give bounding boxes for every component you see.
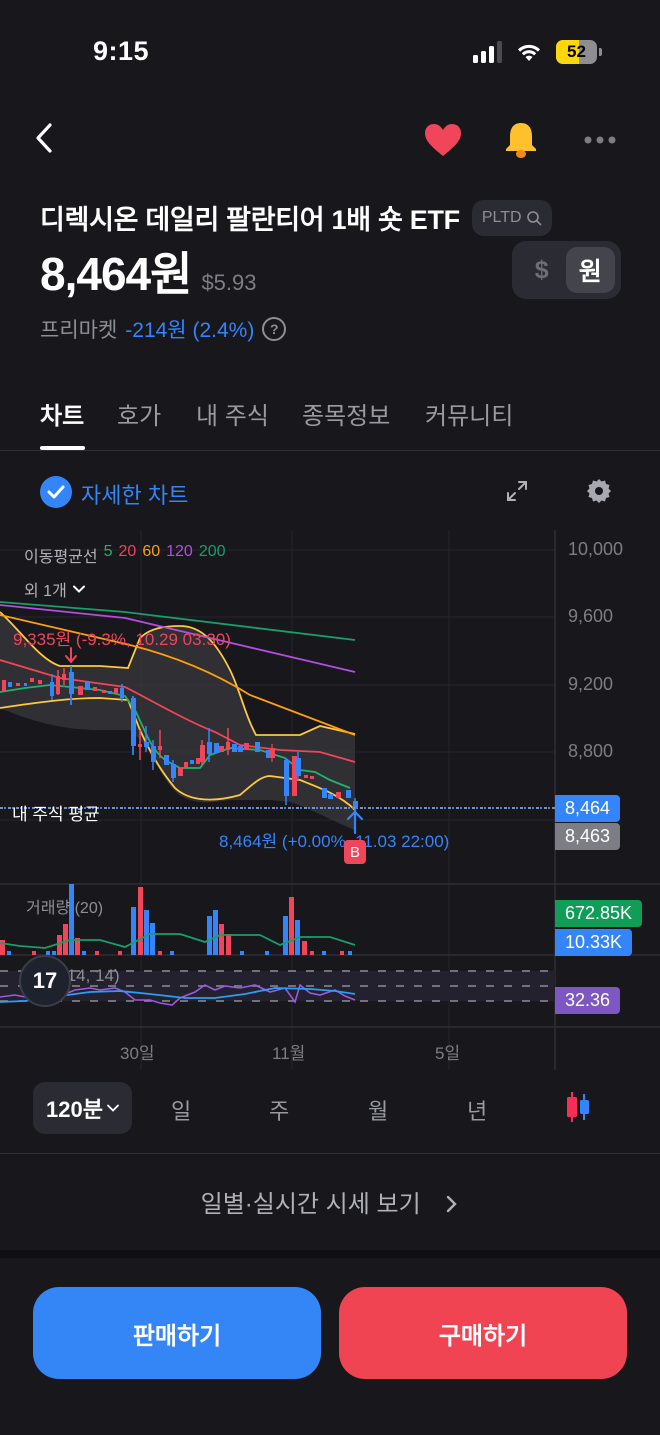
period-selector: 120분 일 주 월 년 [0, 1082, 660, 1154]
ticker-search-chip[interactable]: PLTD [471, 199, 552, 236]
battery-icon: 52 [556, 40, 597, 64]
ticker-symbol: PLTD [481, 208, 522, 226]
y-tick: 9,600 [568, 606, 614, 626]
period-day[interactable]: 일 [171, 1099, 192, 1124]
ma-legend-label: 이동평균선 [24, 549, 98, 566]
ma-60: 60 [142, 543, 161, 560]
tab-bar: 차트 호가 내 주식 종목정보 커뮤니티 [0, 396, 660, 451]
more-button[interactable] [580, 120, 620, 160]
currency-option-krw[interactable]: 원 [565, 247, 615, 293]
ma-5: 5 [103, 543, 113, 560]
cellular-signal-icon [473, 41, 502, 63]
current-price: 8,464원 [40, 248, 192, 300]
favorite-button[interactable] [423, 120, 463, 160]
average-price-tag: 8,463 [555, 823, 621, 850]
buy-marker[interactable]: B [344, 840, 366, 864]
moving-average-legend[interactable]: 이동평균선 5 20 60 120 200 [24, 543, 226, 567]
search-icon [526, 210, 541, 225]
x-tick: 5일 [435, 1044, 461, 1063]
bell-icon [506, 123, 536, 158]
price-row: 8,464원 $5.93 [40, 238, 257, 304]
y-tick: 8,800 [568, 741, 614, 761]
ma-200: 200 [198, 543, 226, 560]
tab-stock-info[interactable]: 종목정보 [302, 403, 391, 430]
volume-label: 거래량 (20) [26, 900, 104, 917]
more-indicators-toggle[interactable]: 외 1개 [24, 577, 85, 601]
tab-orderbook[interactable]: 호가 [117, 403, 162, 430]
more-dots-icon [584, 136, 616, 144]
chart-type-toggle[interactable] [562, 1090, 592, 1129]
current-price-tag: 8,464 [555, 795, 621, 822]
currency-option-usd[interactable]: $ [534, 255, 549, 284]
ma-20: 20 [118, 543, 137, 560]
detailed-chart-label[interactable]: 자세한 차트 [81, 483, 189, 508]
tradingview-logo-icon[interactable]: 17 [19, 955, 71, 1007]
premarket-label: 프리마켓 [40, 319, 118, 342]
chevron-right-icon [447, 1195, 458, 1213]
more-indicators-label: 외 1개 [24, 583, 67, 600]
status-bar: 9:15 52 [0, 0, 660, 100]
active-tab-indicator [40, 446, 85, 450]
battery-level: 52 [567, 42, 586, 61]
expand-icon [507, 481, 527, 501]
rsi-value-tag: 32.36 [555, 987, 621, 1014]
volume-ma-tag: 672.85K [555, 900, 643, 927]
alert-button[interactable] [501, 120, 541, 160]
chevron-left-icon [36, 123, 52, 153]
chart-canvas[interactable] [0, 530, 660, 1070]
candlestick-icon [567, 1092, 589, 1122]
chevron-down-icon [107, 1104, 119, 1112]
interval-selected: 120분 [46, 1097, 103, 1122]
tab-my-stock[interactable]: 내 주식 [196, 403, 269, 430]
price-chart[interactable]: 이동평균선 5 20 60 120 200 외 1개 9,335원 (-9.3%… [0, 530, 660, 1070]
price-usd: $5.93 [201, 270, 257, 295]
checkmark-icon [47, 485, 65, 499]
stock-title-row: 디렉시온 데일리 팔란티어 1배 숏 ETF PLTD [40, 198, 552, 237]
section-divider [0, 1250, 660, 1258]
help-icon[interactable]: ? [262, 317, 287, 341]
buy-button[interactable]: 구매하기 [339, 1287, 627, 1379]
detailed-chart-checkbox[interactable] [40, 476, 72, 508]
volume-current-tag: 10.33K [555, 929, 633, 956]
sell-button[interactable]: 판매하기 [33, 1287, 321, 1379]
period-year[interactable]: 년 [467, 1099, 488, 1124]
y-tick: 10,000 [568, 539, 624, 559]
nav-bar [0, 110, 660, 166]
y-tick: 9,200 [568, 674, 614, 694]
tab-community[interactable]: 커뮤니티 [425, 403, 514, 430]
daily-link-label: 일별·실시간 시세 보기 [200, 1191, 421, 1218]
status-time: 9:15 [93, 36, 150, 66]
tab-chart[interactable]: 차트 [40, 403, 85, 430]
back-button[interactable] [30, 120, 60, 156]
chart-settings-button[interactable] [586, 478, 612, 509]
premarket-row: 프리마켓 -214원 (2.4%) ? [40, 314, 287, 344]
my-average-label: 내 주식 평균 [12, 805, 100, 824]
last-price-annotation: 8,464원 (+0.00%, 11.03 22:00) [219, 832, 450, 851]
status-icons: 52 [473, 40, 602, 64]
x-tick: 30일 [120, 1044, 155, 1063]
wifi-icon [518, 44, 540, 61]
period-week[interactable]: 주 [269, 1099, 290, 1124]
high-price-annotation: 9,335원 (-9.3%, 10.29 03:30) [13, 630, 231, 649]
chart-toolbar: 자세한 차트 [40, 474, 620, 510]
x-tick: 11월 [272, 1044, 306, 1063]
premarket-change: -214원 (2.4%) [125, 319, 255, 342]
heart-icon [425, 124, 461, 156]
ma-120: 120 [166, 543, 193, 560]
chevron-down-icon [72, 585, 85, 593]
daily-realtime-price-link[interactable]: 일별·실시간 시세 보기 [0, 1184, 660, 1219]
gear-icon [587, 479, 611, 503]
interval-dropdown[interactable]: 120분 [33, 1082, 132, 1134]
fullscreen-button[interactable] [506, 480, 528, 507]
stock-name: 디렉시온 데일리 팔란티어 1배 숏 ETF [40, 205, 460, 235]
currency-toggle[interactable]: $ 원 [512, 241, 621, 299]
period-month[interactable]: 월 [368, 1099, 389, 1124]
